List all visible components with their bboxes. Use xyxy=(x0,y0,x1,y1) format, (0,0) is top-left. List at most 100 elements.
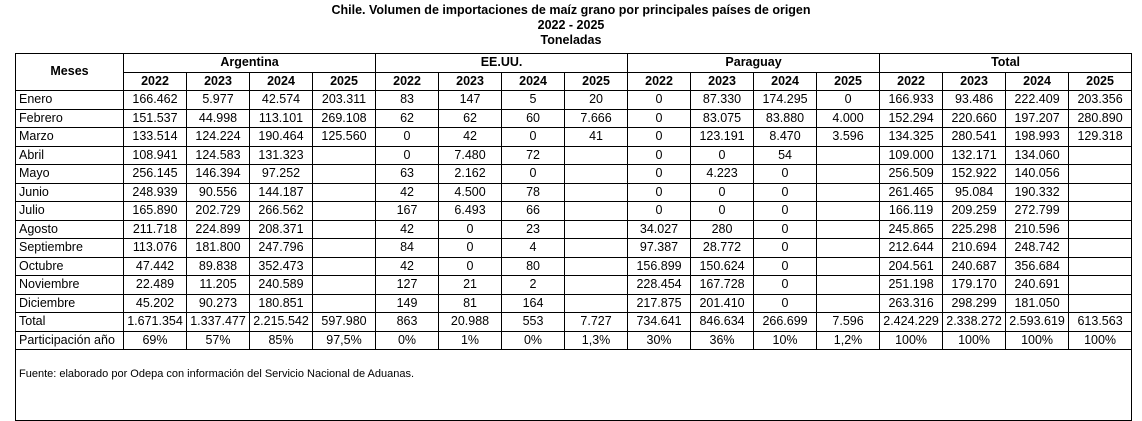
import-volume-table: Meses Argentina EE.UU. Paraguay Total 2022 202… xyxy=(14,53,1133,421)
table-cell: 100% xyxy=(879,330,944,350)
table-cell: 90.273 xyxy=(186,293,250,313)
table-cell: 256.509 xyxy=(879,164,944,184)
table-cell: 3.596 xyxy=(816,127,881,147)
table-cell: 42 xyxy=(375,182,440,202)
table-cell: 36% xyxy=(690,330,755,350)
header-year: 2022 xyxy=(879,71,944,91)
table-cell: 2.424.229 xyxy=(879,312,944,332)
table-cell: 108.941 xyxy=(123,145,187,165)
table-cell: 224.899 xyxy=(186,219,250,239)
table-cell xyxy=(311,201,377,221)
table-cell xyxy=(564,219,629,239)
table-cell: 166.933 xyxy=(879,90,944,110)
table-cell xyxy=(816,293,881,313)
source-note: Fuente: elaborado por Odepa con informac… xyxy=(14,349,1133,421)
table-cell: 7.727 xyxy=(564,312,629,332)
table-cell: 263.316 xyxy=(879,293,944,313)
table-row: Septiembre 113.076 181.800 247.796 84 0 4 97.38… xyxy=(15,238,1133,258)
header-year: 2025 xyxy=(311,71,377,91)
table-cell: 0 xyxy=(816,90,881,110)
header-year: 2025 xyxy=(564,71,629,91)
table-cell: 266.699 xyxy=(753,312,818,332)
table-cell: 81 xyxy=(438,293,503,313)
table-cell xyxy=(1068,238,1133,258)
header-year: 2022 xyxy=(375,71,440,91)
table-cell: 352.473 xyxy=(249,256,313,276)
table-title: Chile. Volumen de importaciones de maíz … xyxy=(0,0,1142,48)
table-cell: 211.718 xyxy=(123,219,187,239)
table-cell: 23 xyxy=(501,219,566,239)
header-year: 2022 xyxy=(123,71,187,91)
table-cell: 42 xyxy=(375,256,440,276)
table-cell: 7.480 xyxy=(438,145,503,165)
table-cell: 100% xyxy=(1068,330,1133,350)
table-cell: 734.641 xyxy=(627,312,692,332)
table-cell xyxy=(564,293,629,313)
header-year: 2025 xyxy=(816,71,881,91)
table-cell: 72 xyxy=(501,145,566,165)
table-cell: 167 xyxy=(375,201,440,221)
table-cell: 22.489 xyxy=(123,275,187,295)
table-cell: 167.728 xyxy=(690,275,755,295)
table-cell: 0 xyxy=(627,127,692,147)
table-cell: 150.624 xyxy=(690,256,755,276)
table-cell xyxy=(1068,293,1133,313)
table-cell: 0 xyxy=(375,145,440,165)
table-row: Participación año 69% 57% 85% 97,5% 0% 1% 0% 1,3… xyxy=(15,330,1133,350)
table-cell: 60 xyxy=(501,108,566,128)
table-cell: 204.561 xyxy=(879,256,944,276)
table-cell: 1,2% xyxy=(816,330,881,350)
table-row: Noviembre 22.489 11.205 240.589 127 21 2 228.45… xyxy=(15,275,1133,295)
table-cell xyxy=(816,164,881,184)
table-cell: 164 xyxy=(501,293,566,313)
table-cell: 269.108 xyxy=(311,108,377,128)
table-cell xyxy=(564,275,629,295)
table-cell: 251.198 xyxy=(879,275,944,295)
table-cell: 83.880 xyxy=(753,108,818,128)
table-cell: 147 xyxy=(438,90,503,110)
table-cell: 210.694 xyxy=(942,238,1007,258)
table-cell: 220.660 xyxy=(942,108,1007,128)
table-cell: 2.162 xyxy=(438,164,503,184)
table-cell: 10% xyxy=(753,330,818,350)
table-cell: 597.980 xyxy=(311,312,377,332)
header-year: 2023 xyxy=(438,71,503,91)
table-cell: 0% xyxy=(501,330,566,350)
table-cell: 30% xyxy=(627,330,692,350)
table-cell: 553 xyxy=(501,312,566,332)
table-cell xyxy=(311,219,377,239)
table-cell xyxy=(816,145,881,165)
table-cell: 0 xyxy=(627,164,692,184)
row-label: Mayo xyxy=(15,164,124,184)
row-label: Marzo xyxy=(15,127,124,147)
table-cell: 2.593.619 xyxy=(1005,312,1070,332)
header-year: 2024 xyxy=(1005,71,1070,91)
table-cell: 156.899 xyxy=(627,256,692,276)
table-cell xyxy=(311,145,377,165)
table-cell: 2 xyxy=(501,275,566,295)
table-cell xyxy=(816,238,881,258)
table-cell: 134.325 xyxy=(879,127,944,147)
title-line-2: 2022 - 2025 xyxy=(537,18,605,32)
table-cell: 133.514 xyxy=(123,127,187,147)
table-cell: 245.865 xyxy=(879,219,944,239)
table-cell: 129.318 xyxy=(1068,127,1133,147)
table-cell: 0 xyxy=(690,182,755,202)
header-group-1: EE.UU. xyxy=(375,53,629,73)
table-cell: 248.939 xyxy=(123,182,187,202)
table-cell xyxy=(1068,182,1133,202)
table-cell: 41 xyxy=(564,127,629,147)
table-cell: 0 xyxy=(375,127,440,147)
table-cell: 124.583 xyxy=(186,145,250,165)
table-cell: 34.027 xyxy=(627,219,692,239)
table-cell: 78 xyxy=(501,182,566,202)
row-label: Octubre xyxy=(15,256,124,276)
table-cell xyxy=(816,275,881,295)
table-cell xyxy=(311,293,377,313)
table-cell: 356.684 xyxy=(1005,256,1070,276)
table-cell: 225.298 xyxy=(942,219,1007,239)
table-cell: 0 xyxy=(753,182,818,202)
row-label: Julio xyxy=(15,201,124,221)
header-row-groups: Meses Argentina EE.UU. Paraguay Total xyxy=(15,53,1133,91)
table-cell: 280 xyxy=(690,219,755,239)
